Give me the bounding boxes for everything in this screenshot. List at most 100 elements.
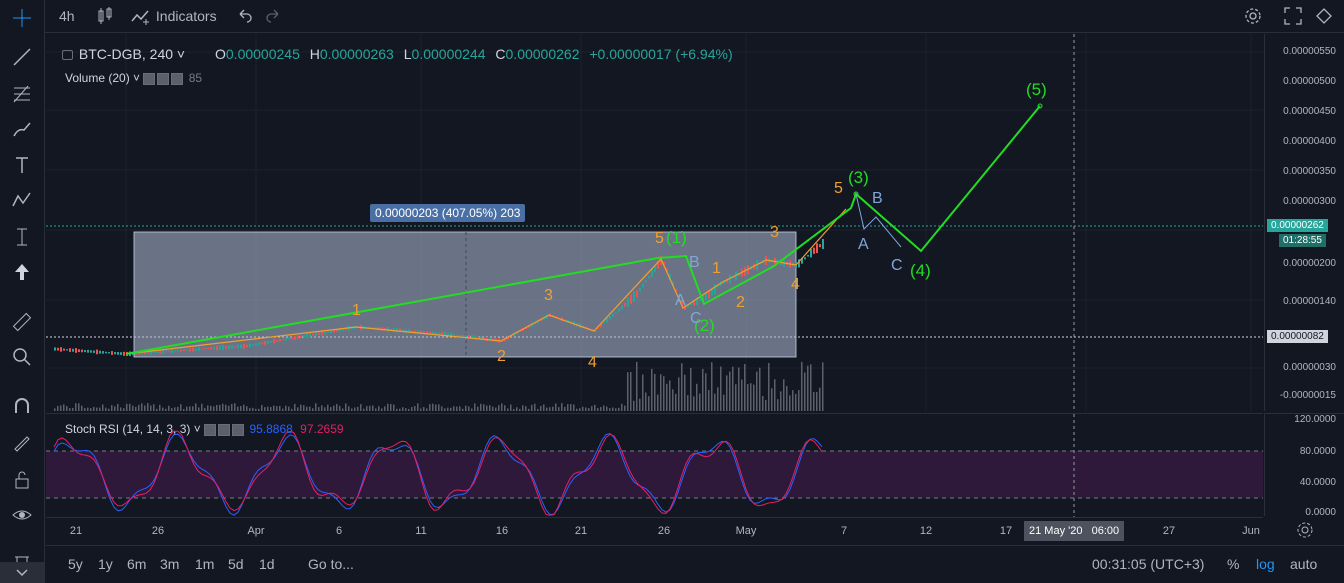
time-tick: 16 <box>495 525 509 537</box>
rsi-scale[interactable]: 120.0000 80.0000 40.0000 0.0000 <box>1264 413 1344 518</box>
measure-label: 0.00000203 (407.05%) 203 <box>370 204 526 222</box>
volume-bar <box>540 405 542 411</box>
indicators-button[interactable]: Indicators <box>130 6 217 26</box>
wave-label: 4 <box>588 354 597 371</box>
candle <box>342 328 344 331</box>
time-axis[interactable]: 21 26 Apr 6 11 16 21 26 May 7 12 17 27 J… <box>46 517 1263 545</box>
remove-icon[interactable] <box>232 423 245 436</box>
range-5y[interactable]: 5y <box>68 556 83 572</box>
goto-button[interactable]: Go to... <box>308 556 354 572</box>
volume-bar <box>801 361 803 411</box>
range-3m[interactable]: 3m <box>160 556 180 572</box>
candle <box>471 335 473 340</box>
time-tick: 21 <box>574 525 588 537</box>
candle <box>681 301 683 306</box>
price-scale[interactable]: 0.00000550 0.00000500 0.00000450 0.00000… <box>1264 34 1344 411</box>
price-tick: 0.00000030 <box>1283 362 1336 373</box>
volume-bar <box>174 407 176 411</box>
volume-bar <box>795 393 797 411</box>
volume-bar <box>60 405 62 411</box>
volume-bar <box>126 403 128 411</box>
interval-button[interactable]: 4h <box>59 8 75 24</box>
lock-icon[interactable] <box>10 468 34 492</box>
volume-bar <box>570 404 572 411</box>
volume-bar <box>510 404 512 411</box>
eye-toggle-icon[interactable] <box>204 423 217 436</box>
volume-bar <box>534 403 536 411</box>
eye-toggle-icon[interactable] <box>143 72 156 85</box>
range-1m[interactable]: 1m <box>195 556 215 572</box>
volume-bar <box>483 404 485 411</box>
time-tick: 11 <box>415 525 427 537</box>
brush-icon[interactable] <box>10 118 34 142</box>
volume-bar <box>732 366 734 411</box>
volume-bar <box>366 406 368 411</box>
candle <box>450 332 452 337</box>
text-icon[interactable] <box>10 153 34 177</box>
measure-icon[interactable] <box>10 225 34 249</box>
volume-bar <box>438 404 440 411</box>
crosshair-icon[interactable] <box>10 6 34 30</box>
candle <box>633 291 635 303</box>
auto-toggle[interactable]: auto <box>1290 556 1318 572</box>
log-toggle[interactable]: log <box>1256 556 1275 572</box>
volume-bar <box>321 405 323 411</box>
rsi-label[interactable]: Stoch RSI (14, 14, 3, 3) <box>65 422 191 436</box>
candle <box>465 335 467 338</box>
symbol-label[interactable]: BTC-DGB, 240 <box>78 46 174 62</box>
stoch-rsi-pane[interactable]: Stoch RSI (14, 14, 3, 3) ˅ 95.8868 97.26… <box>46 413 1263 517</box>
fib-icon[interactable] <box>10 82 34 106</box>
collapse-icon[interactable] <box>62 50 73 61</box>
volume-bar <box>741 379 743 411</box>
candle <box>639 287 641 292</box>
volume-bar <box>405 408 407 411</box>
settings-icon[interactable] <box>157 72 170 85</box>
volume-bar <box>303 405 305 411</box>
draw-mode-icon[interactable] <box>10 430 34 454</box>
zoom-icon[interactable] <box>10 345 34 369</box>
candle <box>702 295 704 301</box>
major-wave-line <box>125 105 1041 355</box>
volume-bar <box>426 408 428 411</box>
time-tick: 17 <box>999 525 1013 537</box>
volume-bar <box>162 407 164 411</box>
volume-bar <box>186 406 188 411</box>
range-1y[interactable]: 1y <box>98 556 113 572</box>
candle <box>468 334 470 339</box>
undo-icon[interactable] <box>236 6 254 26</box>
range-1d[interactable]: 1d <box>259 556 275 572</box>
volume-bar <box>480 403 482 411</box>
percent-toggle[interactable]: % <box>1227 556 1240 572</box>
candle <box>141 351 143 355</box>
snapshot-icon[interactable] <box>1314 6 1334 26</box>
candle <box>459 335 461 337</box>
fullscreen-icon[interactable] <box>1283 6 1303 26</box>
redo-icon[interactable] <box>264 6 282 26</box>
settings-icon[interactable] <box>218 423 231 436</box>
volume-bar <box>192 406 194 411</box>
axis-settings-icon[interactable] <box>1295 520 1315 545</box>
range-6m[interactable]: 6m <box>127 556 147 572</box>
pattern-icon[interactable] <box>10 188 34 212</box>
time-tick: Apr <box>247 525 265 537</box>
candle <box>270 340 272 343</box>
candle <box>186 349 188 351</box>
ruler-icon[interactable] <box>10 310 34 334</box>
clock[interactable]: 00:31:05 (UTC+3) <box>1092 556 1205 572</box>
candles-icon[interactable] <box>97 6 113 26</box>
volume-bar <box>693 396 695 411</box>
volume-label[interactable]: Volume (20) <box>65 71 130 85</box>
remove-icon[interactable] <box>171 72 184 85</box>
wave-label: (5) <box>1026 80 1047 99</box>
main-chart-pane[interactable]: BTC-DGB, 240 ˅ O0.00000245 H0.00000263 L… <box>46 34 1263 411</box>
candle <box>234 346 236 348</box>
trend-line-icon[interactable] <box>10 45 34 69</box>
range-5d[interactable]: 5d <box>228 556 244 572</box>
settings-gear-icon[interactable] <box>1243 6 1263 26</box>
arrow-up-icon[interactable] <box>10 260 34 284</box>
volume-bar <box>168 405 170 411</box>
collapse-toolbar-button[interactable] <box>0 562 45 583</box>
eye-icon[interactable] <box>10 503 34 527</box>
magnet-icon[interactable] <box>10 395 34 419</box>
volume-bar <box>747 384 749 411</box>
